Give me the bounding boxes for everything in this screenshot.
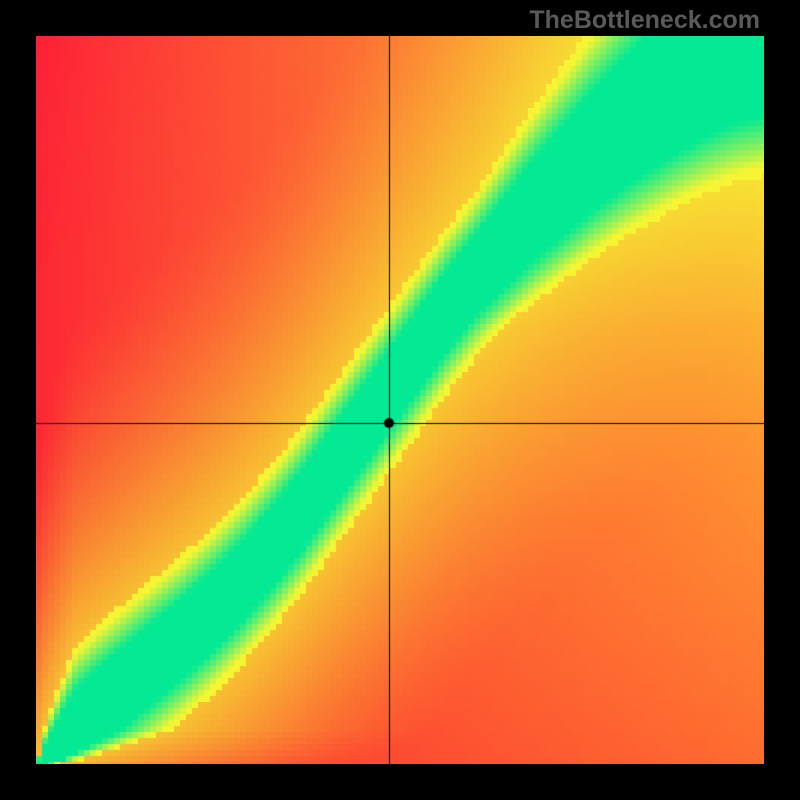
watermark-text: TheBottleneck.com bbox=[529, 6, 760, 35]
plot-area bbox=[36, 36, 764, 764]
chart-container: TheBottleneck.com bbox=[0, 0, 800, 800]
heatmap-canvas bbox=[36, 36, 764, 764]
